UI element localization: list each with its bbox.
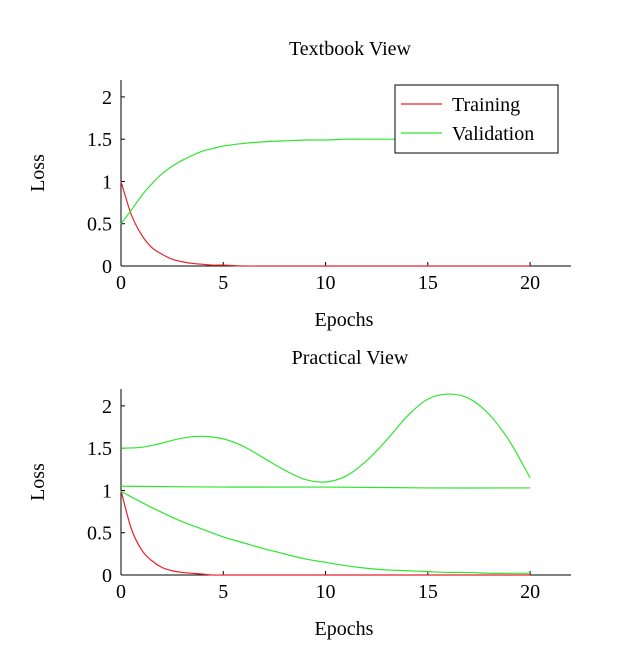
series-line-curve-1 — [120, 490, 531, 576]
legend-label: Training — [452, 94, 520, 116]
chart-panel-2: Practical View 0 5 10 15 20 0 0.5 1 1.5 2 Epochs Los… — [27, 347, 571, 640]
x-axis-label: Epochs — [315, 618, 374, 640]
chart-title: Textbook View — [289, 38, 412, 60]
series-line-training — [120, 181, 531, 267]
x-tick-label: 10 — [316, 581, 336, 603]
x-tick-label: 20 — [520, 272, 540, 294]
x-axis-label: Epochs — [315, 309, 374, 331]
series-line-curve-2 — [120, 490, 531, 574]
series-line-curve-3 — [120, 485, 531, 489]
y-tick-label: 1 — [102, 171, 112, 193]
x-tick-label: 0 — [116, 272, 126, 294]
chart-title: Practical View — [292, 347, 409, 369]
y-tick-label: 0.5 — [87, 214, 112, 236]
y-tick-label: 1.5 — [87, 129, 112, 151]
legend-box — [394, 84, 559, 154]
x-tick-label: 15 — [418, 272, 438, 294]
x-tick-label: 5 — [218, 581, 228, 603]
x-tick-label: 0 — [116, 581, 126, 603]
y-axis-label: Loss — [27, 463, 49, 501]
chart-panel-1: Textbook View 0 5 10 15 20 0 0.5 1 1.5 2 Epochs Loss… — [27, 38, 571, 331]
y-tick-label: 0 — [102, 565, 112, 587]
y-axis-label: Loss — [27, 154, 49, 192]
y-tick-label: 2 — [102, 396, 112, 418]
x-tick-label: 10 — [316, 272, 336, 294]
legend-label: Validation — [452, 123, 534, 145]
x-tick-label: 5 — [218, 272, 228, 294]
y-tick-label: 0.5 — [87, 523, 112, 545]
x-tick-label: 20 — [520, 581, 540, 603]
y-tick-label: 2 — [102, 87, 112, 109]
y-tick-label: 0 — [102, 256, 112, 278]
series-line-curve-4 — [120, 393, 531, 483]
series-line-validation — [120, 138, 531, 225]
x-tick-label: 15 — [418, 581, 438, 603]
y-tick-label: 1.5 — [87, 438, 112, 460]
y-tick-label: 1 — [102, 480, 112, 502]
